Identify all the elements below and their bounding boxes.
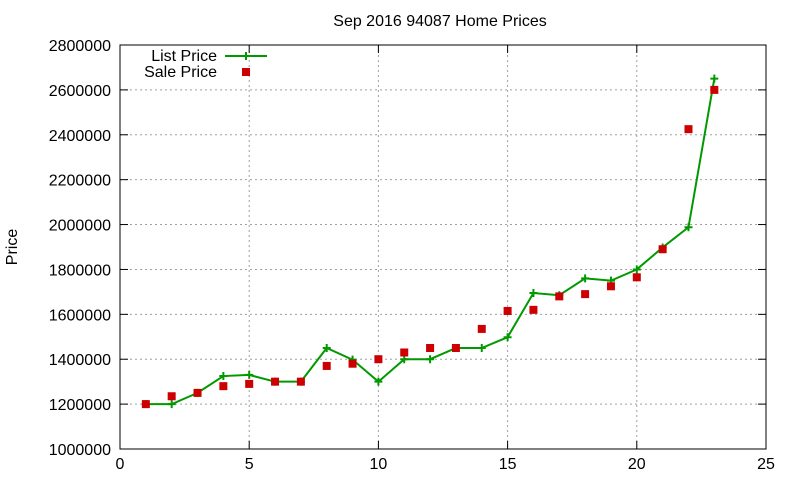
x-tick-label: 10 (370, 456, 388, 473)
sale-price-point (503, 306, 512, 315)
list-price-point (167, 400, 176, 409)
sale-price-point (219, 382, 228, 391)
list-price-point (219, 372, 228, 381)
y-tick-label: 1400000 (49, 352, 111, 369)
sale-price-point (167, 392, 176, 401)
sale-price-point (658, 245, 667, 254)
sale-price-point (322, 361, 331, 370)
series-list-price (141, 74, 719, 409)
legend-plus-marker (242, 52, 250, 60)
y-tick-label: 1800000 (49, 262, 111, 279)
legend-label: List Price (151, 48, 217, 65)
y-axis-label: Price (4, 229, 21, 266)
sale-price-point (245, 379, 254, 388)
sale-price-point (632, 273, 641, 282)
sale-price-point (451, 344, 460, 352)
series-sale-price (141, 85, 719, 409)
x-tick-label: 0 (116, 456, 125, 473)
list-price-point (529, 289, 538, 298)
y-tick-label: 2600000 (49, 83, 111, 100)
sale-price-point (581, 290, 590, 299)
plot-border (119, 44, 767, 450)
sale-price-point (374, 355, 383, 364)
sale-price-point (606, 282, 615, 291)
legend-label: Sale Price (144, 64, 217, 81)
list-price-point (710, 74, 719, 83)
list-price-point (245, 370, 254, 379)
sale-price-point (348, 359, 357, 368)
list-price-point (684, 223, 693, 232)
list-price-point (426, 355, 435, 364)
x-tick-label: 15 (499, 456, 517, 473)
sale-price-point (529, 305, 538, 314)
sale-price-point (477, 324, 486, 333)
y-tick-label: 1200000 (49, 397, 111, 414)
axes: 1000000 1200000 1400000 1600000 1800000 20000… (49, 38, 775, 473)
y-tick-label: 2400000 (49, 128, 111, 145)
list-price-point (400, 355, 409, 364)
legend-square-marker (242, 68, 250, 76)
sale-price-point (684, 125, 693, 134)
sale-price-point (296, 377, 305, 386)
sale-price-point (193, 388, 202, 397)
list-price-point (322, 344, 331, 352)
x-tick-label: 5 (245, 456, 254, 473)
list-price-point (374, 377, 383, 386)
list-price-point (632, 265, 641, 274)
y-tick-label: 2000000 (49, 218, 111, 235)
y-tick-label: 1600000 (49, 307, 111, 324)
sale-price-point (141, 400, 150, 409)
chart-title: Sep 2016 94087 Home Prices (333, 13, 546, 30)
y-tick-label: 2800000 (49, 38, 111, 55)
sale-price-point (400, 348, 409, 357)
sale-price-point (426, 344, 435, 352)
y-tick-label: 1000000 (49, 442, 111, 459)
data-series (141, 74, 719, 409)
list-price-point (503, 333, 512, 342)
sale-price-point (710, 85, 719, 94)
x-tick-label: 25 (757, 456, 775, 473)
x-tick-label: 20 (628, 456, 646, 473)
sale-price-point (271, 377, 280, 386)
grid-lines (120, 45, 766, 449)
y-tick-label: 2200000 (49, 173, 111, 190)
sale-price-point (555, 292, 564, 301)
list-price-point (581, 274, 590, 283)
list-price-point (477, 344, 486, 352)
